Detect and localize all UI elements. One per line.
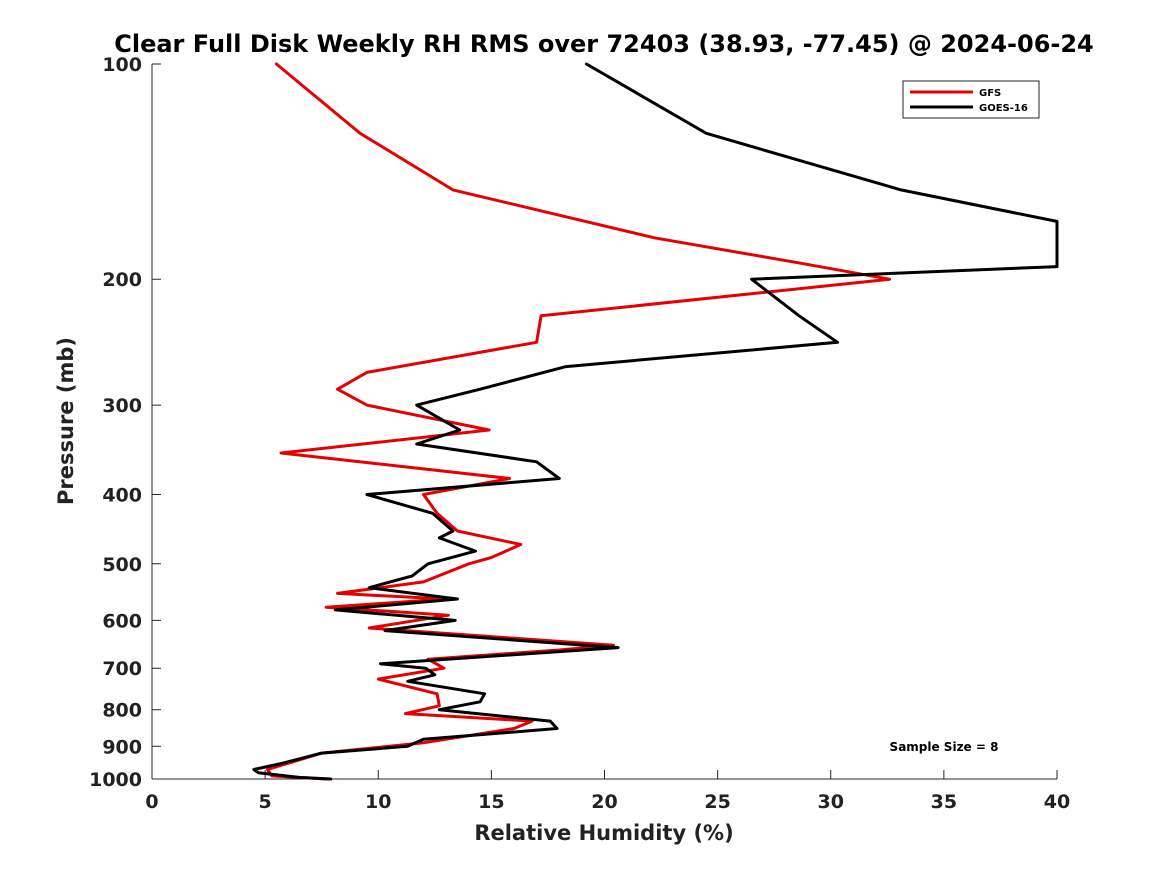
x-tick-label: 40 xyxy=(1044,791,1070,813)
y-tick-label: 200 xyxy=(102,269,142,291)
y-tick-label: 300 xyxy=(102,395,142,417)
x-tick-label: 30 xyxy=(818,791,844,813)
y-axis-label: Pressure (mb) xyxy=(54,337,78,505)
axes: 0 5 10 15 20 25 30 35 40 100 200 300 400 500 600 700 800… xyxy=(89,54,1070,813)
y-tick-label: 400 xyxy=(102,484,142,506)
legend-box xyxy=(902,80,1040,119)
y-tick-label: 100 xyxy=(102,54,142,76)
x-tick-label: 25 xyxy=(704,791,730,813)
x-tick-label: 10 xyxy=(365,791,391,813)
y-tick-label: 1000 xyxy=(89,769,142,791)
legend-label: GOES-16 xyxy=(979,103,1028,114)
chart-title: Clear Full Disk Weekly RH RMS over 72403… xyxy=(114,30,1094,58)
y-tick-label: 600 xyxy=(102,610,142,632)
y-tick-label: 500 xyxy=(102,554,142,576)
legend: GFS GOES-16 xyxy=(902,80,1040,119)
y-tick-label: 700 xyxy=(102,658,142,680)
legend-label: GFS xyxy=(979,88,1001,99)
series-line-goes-16 xyxy=(252,62,1059,781)
y-tick-label: 800 xyxy=(102,700,142,722)
sample-size-annotation: Sample Size = 8 xyxy=(890,740,999,754)
y-tick-label: 900 xyxy=(102,736,142,758)
x-tick-label: 15 xyxy=(478,791,504,813)
x-tick-label: 35 xyxy=(931,791,957,813)
x-axis-label: Relative Humidity (%) xyxy=(474,821,733,845)
x-tick-label: 20 xyxy=(591,791,617,813)
x-tick-label: 5 xyxy=(259,791,272,813)
x-tick-label: 0 xyxy=(145,791,158,813)
series-line-gfs xyxy=(265,62,892,781)
series-layer xyxy=(252,62,1059,781)
